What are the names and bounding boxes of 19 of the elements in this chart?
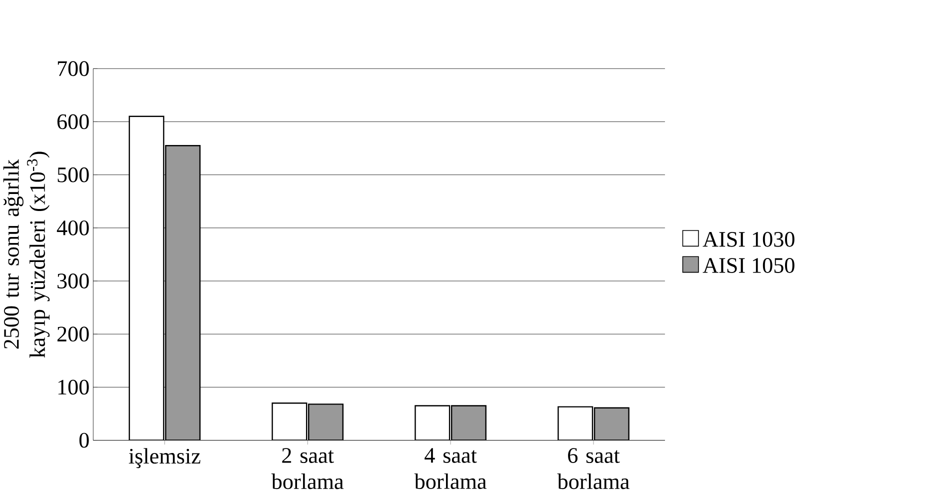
bar [594, 407, 630, 440]
x-tick-label: işlemsiz [128, 448, 200, 468]
y-tick-label: 700 [58, 60, 89, 76]
text: AISI 1030 [702, 232, 794, 247]
y-tick-label: 0 [79, 432, 89, 448]
y-tick-label: 300 [58, 273, 89, 288]
bar [308, 403, 344, 440]
x-tick-label: 4 saat borlama [414, 448, 486, 489]
y-tick-label: 400 [56, 220, 89, 236]
x-tick-label: 2 saat borlama [271, 448, 344, 489]
y-tick-label: 500 [58, 167, 89, 182]
y-axis-title: 2500 tur sonu ağırlık kayıp yüzdeleri (x10$^{-3}$) [3, 152, 50, 358]
bar [450, 404, 486, 440]
y-tick-label: 600 [57, 114, 89, 129]
x-tick-label: 6 saat borlama [557, 448, 630, 489]
y-tick-label: 100 [58, 380, 89, 394]
y-tick-label: 200 [57, 326, 89, 342]
legend-label: AISI 1050 [702, 258, 794, 273]
bar [165, 144, 201, 440]
